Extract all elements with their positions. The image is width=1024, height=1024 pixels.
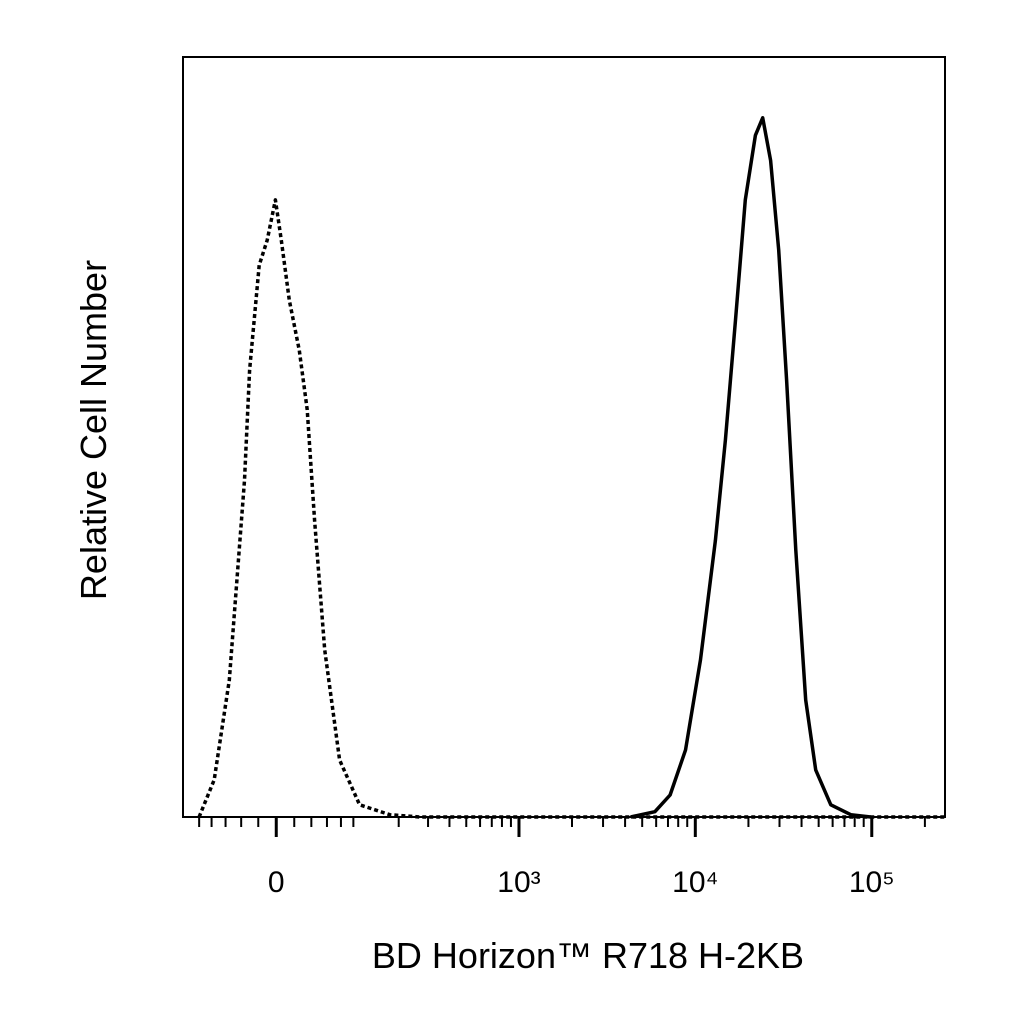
x-tick-label: 0 <box>268 866 285 899</box>
y-axis-label: Relative Cell Number <box>73 260 114 600</box>
x-tick-label: 10³ <box>497 866 540 899</box>
x-tick-label: 10⁵ <box>849 866 895 899</box>
plot-frame <box>182 56 946 818</box>
x-tick-label: 10⁴ <box>672 866 718 899</box>
histogram-line <box>197 198 945 819</box>
x-axis-label: BD Horizon™ R718 H-2KB <box>372 935 804 976</box>
histogram-line <box>630 116 871 819</box>
